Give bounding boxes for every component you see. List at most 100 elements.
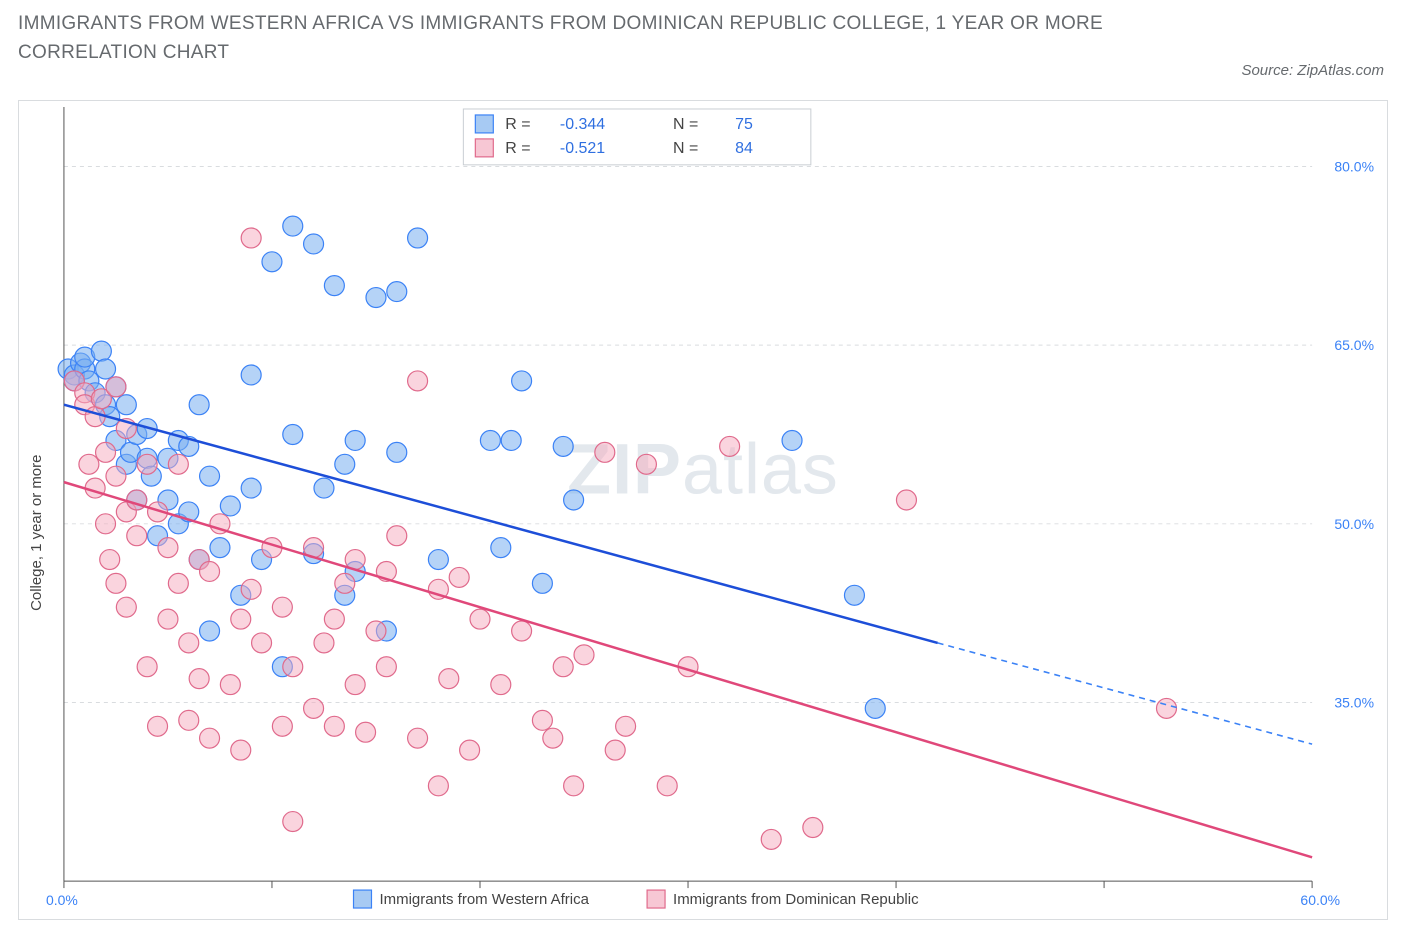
data-point [408,728,428,748]
legend-n-value: 84 [735,140,753,157]
data-point [605,740,625,760]
legend-n-label: N = [673,116,698,133]
data-point [532,573,552,593]
data-point [200,728,220,748]
data-point [116,597,136,617]
data-point [428,776,448,796]
data-point [356,722,376,742]
data-point [553,657,573,677]
data-point [252,633,272,653]
data-point [460,740,480,760]
data-point [574,645,594,665]
data-point [220,496,240,516]
data-point [200,561,220,581]
x-tick-label: 0.0% [46,892,78,908]
data-point [127,526,147,546]
y-tick-label: 50.0% [1334,516,1374,532]
data-point [512,371,532,391]
data-point [189,669,209,689]
data-point [345,430,365,450]
legend-series-label: Immigrants from Western Africa [379,891,589,908]
data-point [304,698,324,718]
data-point [657,776,677,796]
data-point [803,818,823,838]
chart-title: IMMIGRANTS FROM WESTERN AFRICA VS IMMIGR… [18,10,1168,67]
data-point [782,430,802,450]
data-point [241,478,261,498]
data-point [179,633,199,653]
data-point [231,740,251,760]
chart-container: ZIPatlas0.0%60.0%35.0%50.0%65.0%80.0%Col… [18,100,1388,920]
data-point [241,579,261,599]
legend-r-value: -0.521 [560,140,605,157]
data-point [283,216,303,236]
data-point [168,573,188,593]
data-point [137,657,157,677]
data-point [543,728,563,748]
data-point [720,436,740,456]
data-point [595,442,615,462]
legend-n-value: 75 [735,116,753,133]
data-point [241,228,261,248]
data-point [189,395,209,415]
data-point [335,454,355,474]
data-point [439,669,459,689]
data-point [844,585,864,605]
legend-r-label: R = [505,116,530,133]
legend-n-label: N = [673,140,698,157]
data-point [491,538,511,558]
data-point [158,538,178,558]
data-point [283,425,303,445]
series-dominican-republic [64,228,1176,849]
data-point [137,454,157,474]
data-point [865,698,885,718]
data-point [324,716,344,736]
y-tick-label: 65.0% [1334,337,1374,353]
legend-swatch-blue [354,890,372,908]
data-point [116,395,136,415]
data-point [241,365,261,385]
data-point [345,675,365,695]
data-point [314,478,334,498]
data-point [272,597,292,617]
data-point [168,454,188,474]
correlation-scatter-chart: ZIPatlas0.0%60.0%35.0%50.0%65.0%80.0%Col… [19,101,1387,919]
data-point [376,657,396,677]
data-point [761,829,781,849]
data-point [200,466,220,486]
data-point [106,573,126,593]
data-point [158,609,178,629]
data-point [408,228,428,248]
data-point [179,710,199,730]
x-tick-label: 60.0% [1300,892,1340,908]
data-point [501,430,521,450]
data-point [324,276,344,296]
data-point [335,573,355,593]
source-attribution: Source: ZipAtlas.com [1241,62,1384,79]
data-point [636,454,656,474]
data-point [106,466,126,486]
data-point [304,234,324,254]
data-point [96,514,116,534]
data-point [283,812,303,832]
data-point [106,377,126,397]
data-point [387,526,407,546]
y-axis-label: College, 1 year or more [28,455,45,611]
data-point [564,776,584,796]
y-tick-label: 80.0% [1334,159,1374,175]
data-point [85,478,105,498]
data-point [1157,698,1177,718]
y-tick-label: 35.0% [1334,694,1374,710]
data-point [564,490,584,510]
data-point [616,716,636,736]
data-point [532,710,552,730]
legend-series-label: Immigrants from Dominican Republic [673,891,919,908]
data-point [387,282,407,302]
data-point [408,371,428,391]
legend-swatch-blue [475,115,493,133]
data-point [231,609,251,629]
trendline-western-africa-extrapolated [938,643,1312,744]
data-point [470,609,490,629]
data-point [387,442,407,462]
data-point [100,550,120,570]
